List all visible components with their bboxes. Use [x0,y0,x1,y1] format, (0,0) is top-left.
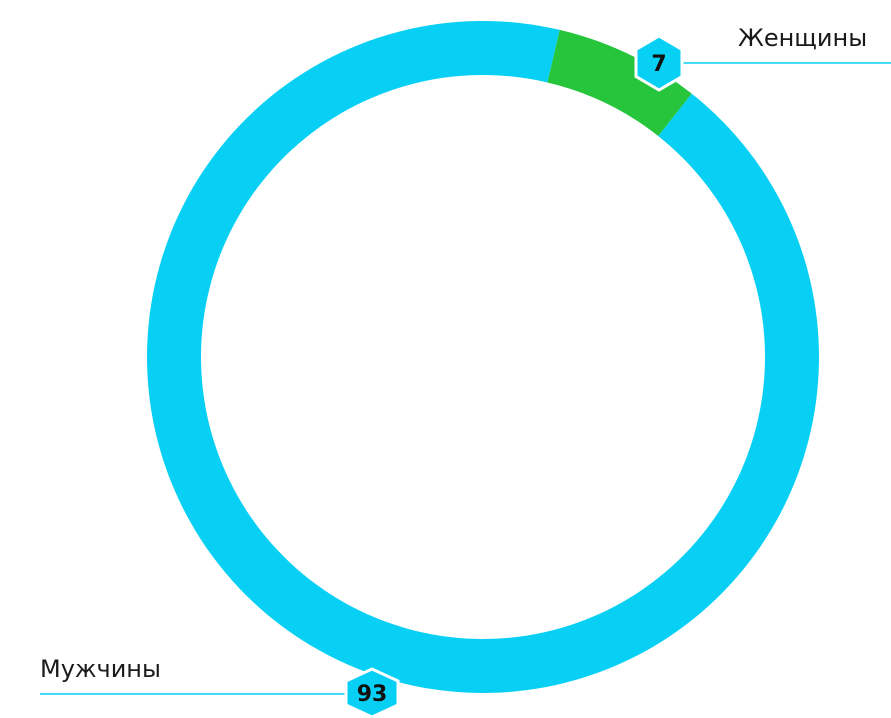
slice-value-women: 7 [651,52,666,77]
donut-slice-women [547,29,692,136]
badge-hexagon-women [634,34,684,92]
donut-slice-men [146,20,820,693]
slice-label-women: Женщины [738,24,867,52]
callout-women: Женщины 7 [634,24,891,92]
badge-hexagon-men [344,667,400,718]
slice-label-men: Мужчины [40,655,161,683]
value-badge-women: 7 [634,34,684,92]
donut-ring [146,20,820,693]
slice-value-men: 93 [357,682,388,707]
callout-men: Мужчины 93 [40,655,400,718]
value-badge-men: 93 [344,667,400,718]
